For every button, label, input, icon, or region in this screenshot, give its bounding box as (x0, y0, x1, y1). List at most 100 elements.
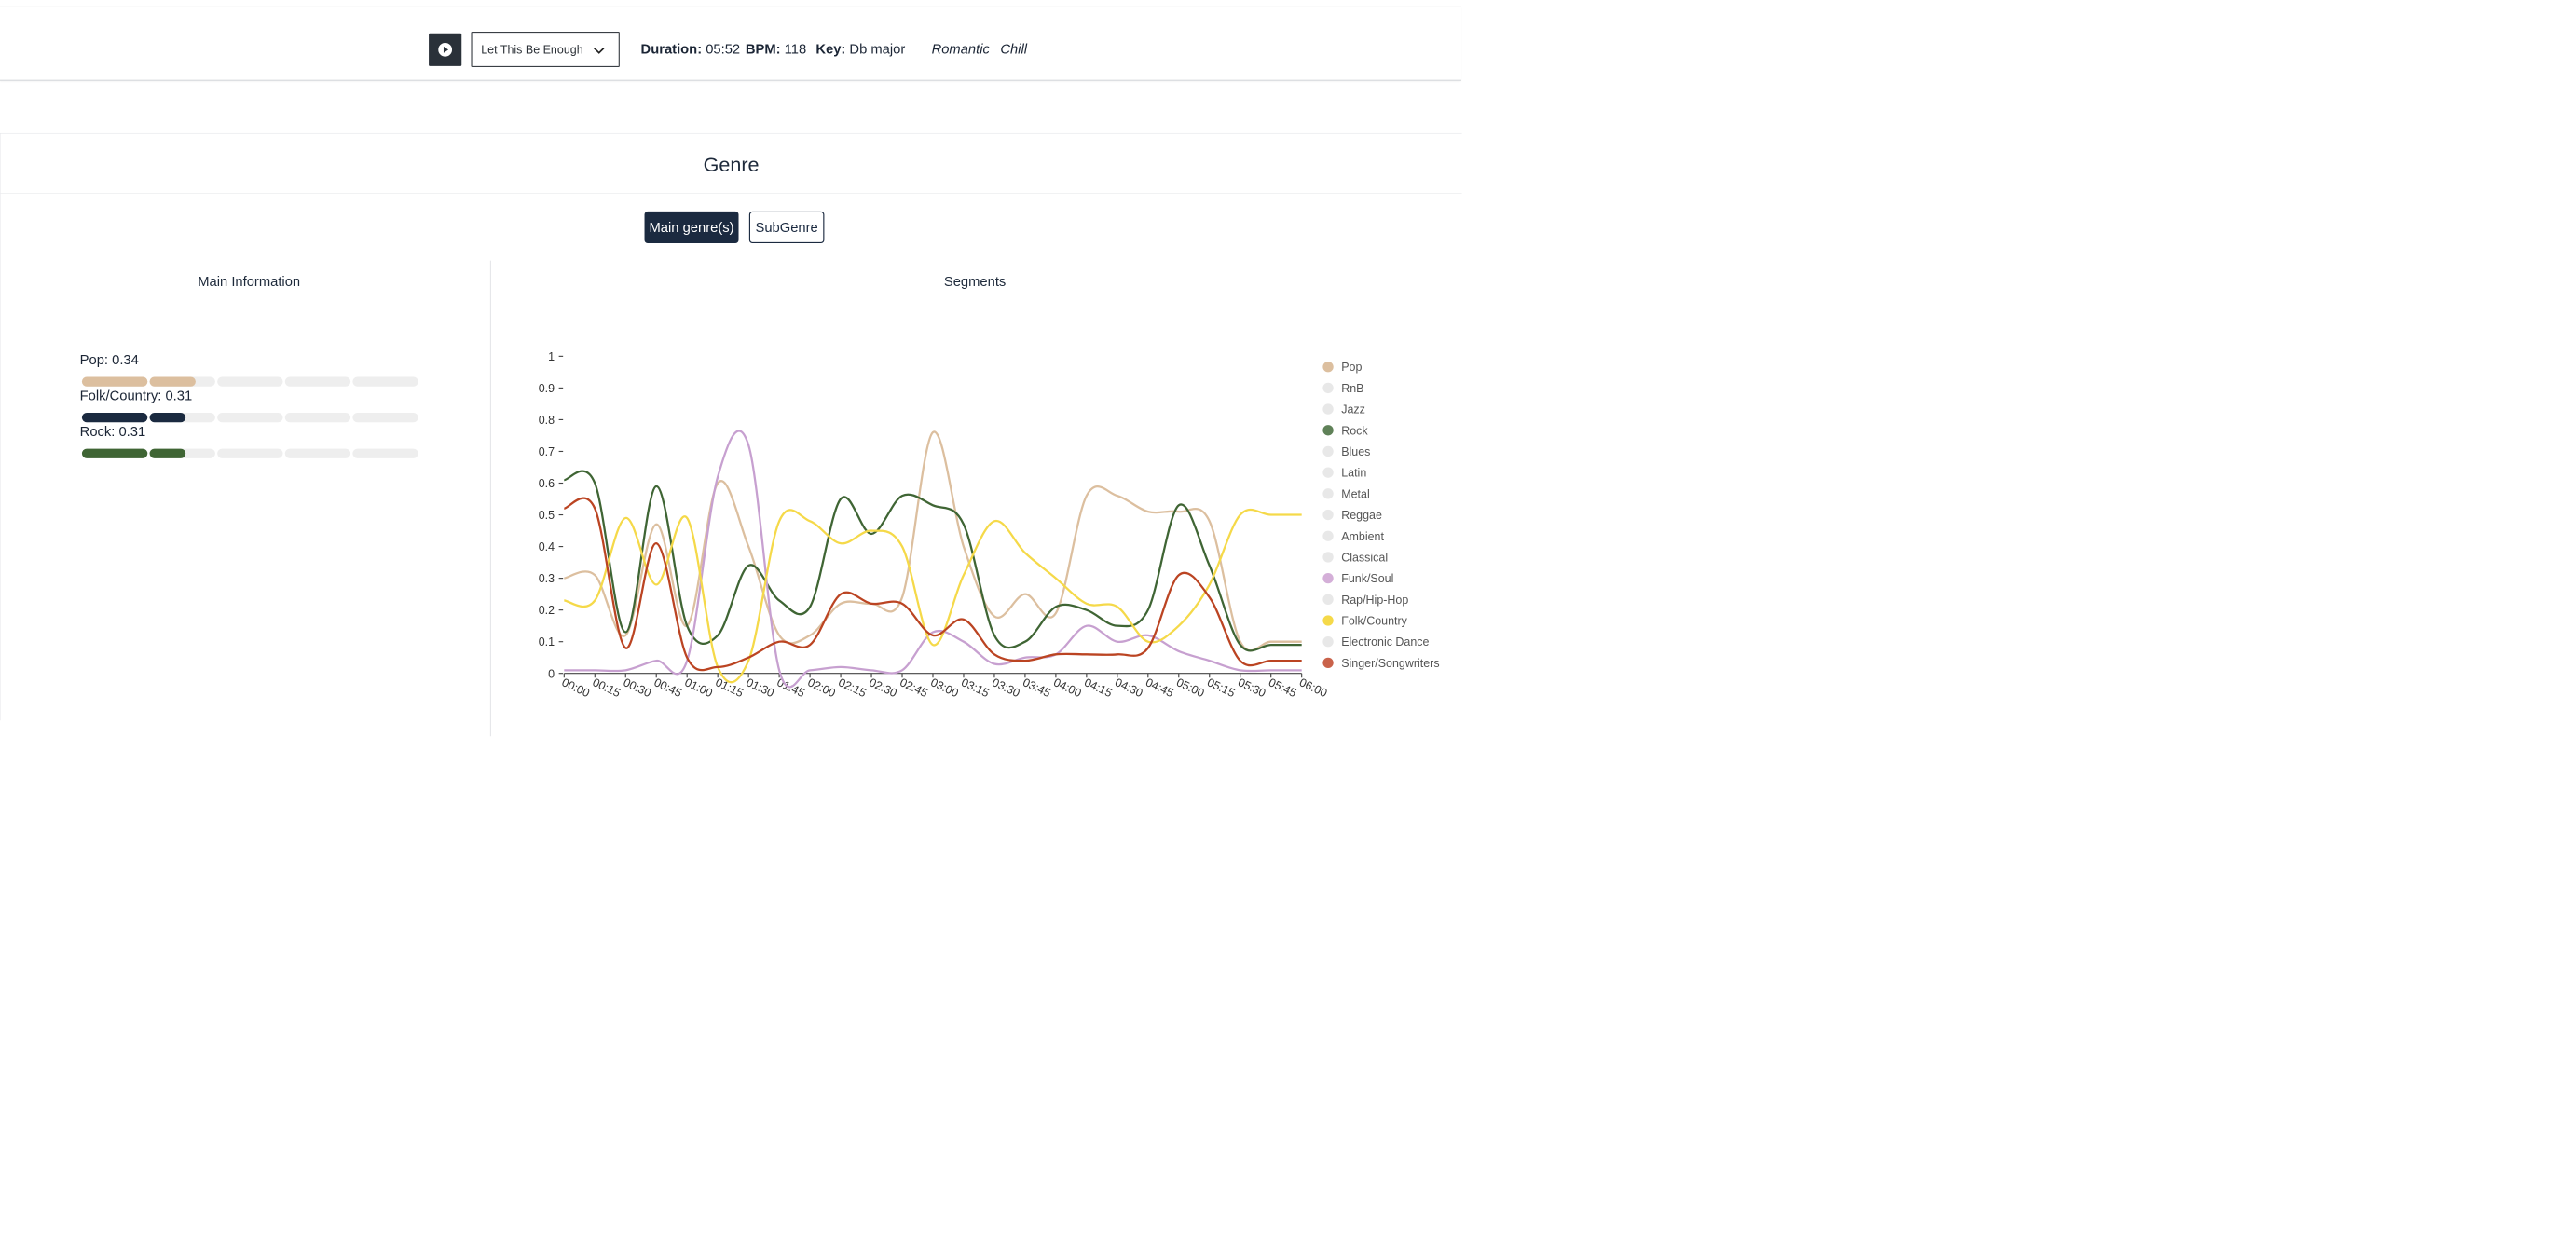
segments-chart: 00.10.20.30.40.50.60.70.80.9100:0000:150… (539, 350, 1440, 700)
x-tick-label: 02:45 (897, 676, 929, 700)
x-tick-label: 00:00 (560, 676, 592, 700)
genre-score-bar (81, 413, 418, 423)
chevron-down-icon (594, 48, 605, 54)
genre-name: Folk/Country: (79, 387, 162, 403)
legend-marker (1322, 552, 1334, 563)
legend-item: Reggae (1341, 509, 1382, 522)
genre-value: 0.34 (112, 351, 139, 368)
x-tick-label: 04:15 (1082, 676, 1114, 700)
key-info: Key: Db major (815, 41, 905, 58)
x-tick-label: 00:45 (652, 676, 684, 700)
x-tick-label: 03:15 (959, 676, 991, 700)
legend-item: Ambient (1341, 530, 1384, 543)
genre-name: Pop: (79, 351, 109, 368)
tab-main-genres[interactable]: Main genre(s) (644, 211, 739, 243)
genre-value: 0.31 (118, 423, 146, 440)
x-tick-label: 05:30 (1236, 676, 1267, 700)
series-line (563, 497, 1302, 672)
score-bar-segment (217, 448, 283, 458)
series-line (564, 430, 1302, 689)
x-tick-label: 04:45 (1144, 676, 1175, 700)
legend-item: Pop (1341, 361, 1362, 374)
legend-item: RnB (1341, 382, 1363, 395)
legend-marker (1322, 445, 1334, 457)
column-divider (489, 260, 492, 737)
y-tick-label: 0 (548, 667, 555, 680)
x-tick-label: 03:45 (1021, 676, 1052, 700)
x-tick-label: 00:15 (591, 676, 623, 700)
player-bar: Let This Be Enough Duration: 05:52 BPM: … (0, 6, 1462, 81)
x-tick-label: 03:30 (990, 676, 1021, 700)
mood-tag: Chill (1000, 40, 1028, 57)
series-line (564, 430, 1302, 652)
x-tick-label: 02:00 (805, 676, 837, 700)
legend-item: Funk/Soul (1341, 572, 1393, 585)
y-tick-label: 0.4 (539, 540, 555, 553)
score-bar-segment (217, 376, 283, 387)
legend-item: Singer/Songwriters (1341, 657, 1439, 670)
y-tick-label: 0.8 (539, 414, 555, 427)
score-bar-segment (217, 413, 283, 423)
legend-item: Metal (1341, 487, 1370, 500)
mood-tag: Romantic (931, 40, 990, 57)
x-tick-label: 00:30 (622, 676, 653, 700)
y-tick-label: 0.2 (539, 604, 555, 617)
legend-marker (1322, 509, 1334, 521)
score-bar-segment (352, 448, 418, 458)
bpm-info: BPM: 118 (746, 41, 806, 58)
legend-item: Classical (1341, 551, 1388, 564)
score-bar-fill (149, 448, 186, 458)
duration-value: 05:52 (706, 40, 741, 57)
y-tick-label: 0.1 (539, 635, 555, 648)
legend-marker (1322, 530, 1334, 541)
legend-item: Rap/Hip-Hop (1341, 594, 1408, 607)
score-bar-segment (284, 413, 351, 423)
legend-item: Folk/Country (1341, 615, 1407, 628)
genre-score-row: Pop: 0.34 (79, 351, 418, 387)
genre-score-row: Folk/Country: 0.31 (79, 387, 418, 423)
x-tick-label: 04:00 (1051, 676, 1083, 700)
series-line (564, 470, 1302, 652)
x-tick-label: 03:00 (928, 676, 960, 700)
y-tick-label: 0.6 (539, 477, 555, 490)
x-tick-label: 06:00 (1297, 676, 1329, 700)
play-button[interactable] (429, 33, 462, 66)
card-title: Genre (703, 154, 760, 176)
legend-marker (1322, 467, 1334, 478)
y-tick-label: 0.7 (539, 445, 555, 458)
main-information-title: Main Information (198, 273, 301, 290)
score-bar-segment (284, 448, 351, 458)
score-bar-fill (81, 413, 148, 423)
bpm-value: 118 (784, 40, 807, 57)
series-line (564, 508, 1302, 684)
legend-marker (1322, 572, 1334, 584)
duration-info: Duration: 05:52 (641, 41, 741, 58)
legend-marker (1322, 362, 1334, 373)
legend-marker (1322, 488, 1334, 499)
x-tick-label: 01:30 (744, 676, 775, 700)
legend-marker (1322, 594, 1334, 605)
segments-title: Segments (943, 273, 1007, 290)
x-tick-label: 01:15 (714, 676, 746, 700)
genre-score-bar (81, 376, 418, 387)
score-bar-fill (81, 448, 148, 458)
card-header: Genre (0, 134, 1462, 194)
genre-name: Rock: (79, 423, 116, 440)
legend-marker (1322, 615, 1334, 626)
legend-marker (1322, 425, 1334, 436)
x-tick-label: 05:15 (1205, 676, 1237, 700)
bpm-label: BPM: (745, 40, 781, 57)
x-tick-label: 05:45 (1267, 676, 1298, 700)
legend-item: Blues (1341, 445, 1370, 458)
y-tick-label: 1 (548, 350, 555, 363)
y-tick-label: 0.9 (539, 382, 555, 395)
score-bar-segment (284, 376, 351, 387)
track-select[interactable]: Let This Be Enough (471, 32, 620, 68)
tab-subgenre[interactable]: SubGenre (748, 211, 825, 243)
x-tick-label: 04:30 (1113, 676, 1144, 700)
genre-score-bar (81, 448, 418, 458)
legend-item: Jazz (1341, 403, 1365, 416)
score-bar-fill (81, 376, 148, 387)
legend-marker (1322, 403, 1334, 415)
legend-item: Electronic Dance (1341, 635, 1429, 648)
